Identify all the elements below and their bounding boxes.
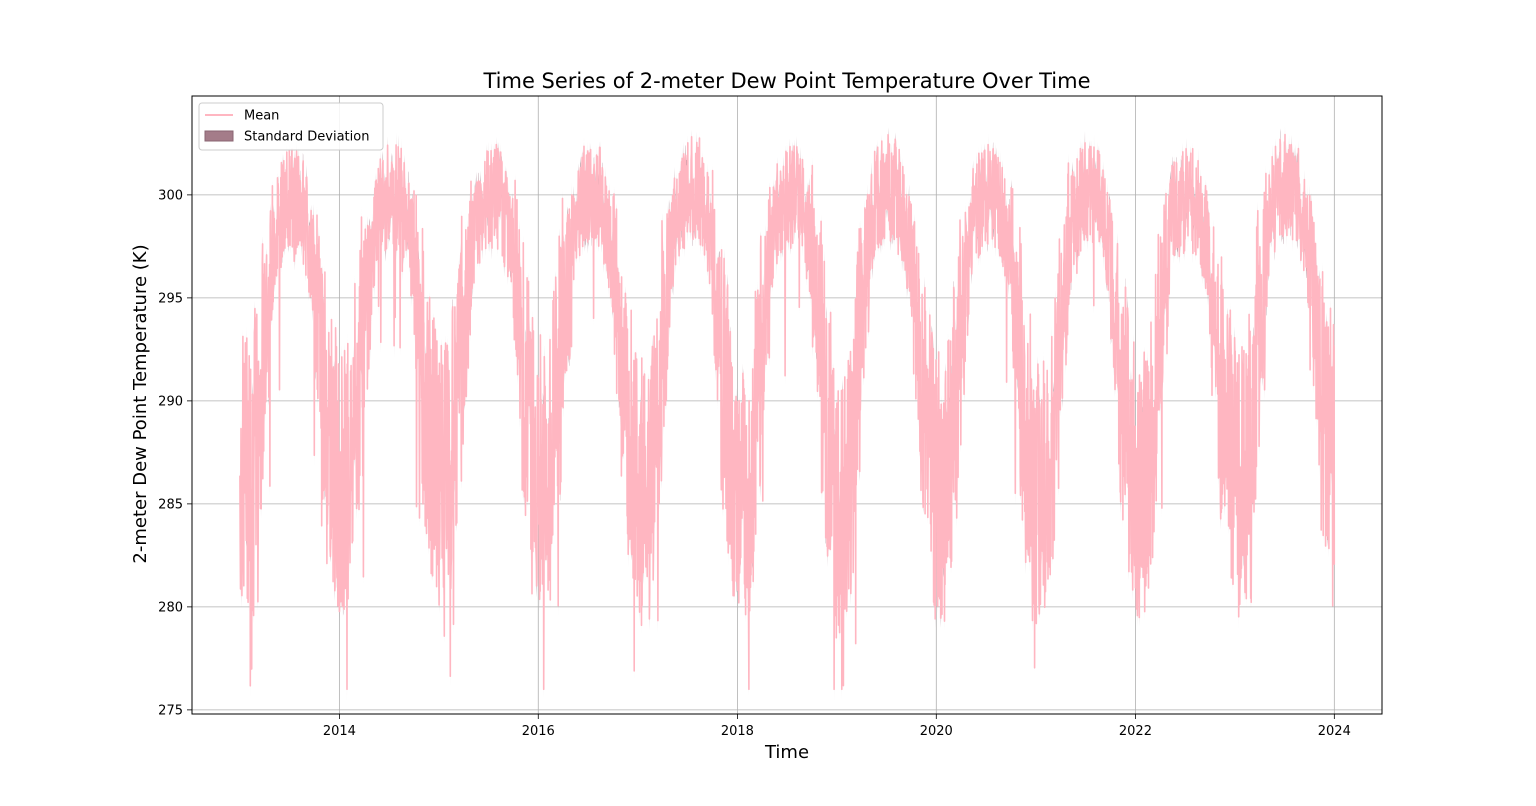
x-tick-label: 2018 xyxy=(721,724,754,739)
y-axis-label: 2-meter Dew Point Temperature (K) xyxy=(130,244,151,563)
legend-std-swatch xyxy=(204,130,234,142)
plot-frame xyxy=(191,95,1383,715)
y-tick-label: 285 xyxy=(158,497,183,512)
y-tick-label: 300 xyxy=(158,188,183,203)
x-tick-label: 2024 xyxy=(1318,724,1351,739)
x-axis-label: Time xyxy=(764,742,809,763)
x-tick-label: 2014 xyxy=(323,724,356,739)
y-tick-label: 290 xyxy=(158,394,183,409)
plot-data xyxy=(239,126,1336,701)
legend-box xyxy=(198,102,384,151)
y-tick-label: 295 xyxy=(158,291,183,306)
axes xyxy=(191,95,1383,715)
tick-labels: 2014 2016 2018 2020 2022 2024 275 280 285 290 295 3… xyxy=(158,188,1351,739)
legend: Mean Standard Deviation xyxy=(198,102,384,151)
y-tick-label: 280 xyxy=(158,600,183,615)
legend-std-label: Standard Deviation xyxy=(244,130,369,145)
chart-title: Time Series of 2-meter Dew Point Tempera… xyxy=(482,69,1090,93)
legend-mean-label: Mean xyxy=(244,109,279,124)
mean-series-line xyxy=(239,133,1336,691)
x-tick-label: 2016 xyxy=(522,724,555,739)
x-tick-label: 2020 xyxy=(920,724,953,739)
x-tick-label: 2022 xyxy=(1119,724,1152,739)
y-tick-label: 275 xyxy=(158,703,183,718)
